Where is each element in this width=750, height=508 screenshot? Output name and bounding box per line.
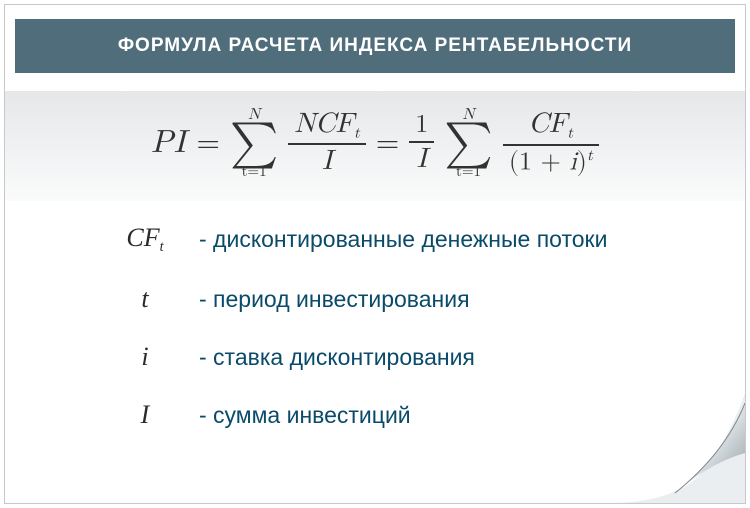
equals-2: = — [376, 125, 399, 161]
legend-row: CFt - дисконтированные денежные потоки — [105, 223, 745, 256]
frac-1-over-i: 1 I — [409, 110, 434, 177]
legend-text: - период инвестирования — [199, 286, 470, 313]
equals-1: = — [196, 125, 219, 161]
frac-ncf-over-i: NCFt I — [288, 108, 366, 179]
sum-1: N ∑ t=1 — [230, 107, 279, 179]
legend-text: - ставка дисконтирования — [199, 344, 475, 371]
legend-symbol: i — [105, 342, 185, 372]
formula: PI = N ∑ t=1 NCFt I = 1 I N — [151, 107, 599, 179]
legend-symbol: t — [105, 284, 185, 314]
legend-text: - дисконтированные денежные потоки — [199, 226, 607, 253]
header-title: ФОРМУЛА РАСЧЕТА ИНДЕКСА РЕНТАБЕЛЬНОСТИ — [118, 35, 632, 56]
legend-symbol: CFt — [105, 223, 185, 256]
frac-cf-over-discount: CFt (1 + i)t — [503, 108, 599, 178]
legend-symbol: I — [105, 400, 185, 430]
legend-text: - сумма инвестиций — [199, 402, 411, 429]
sum-2: N ∑ t=1 — [444, 107, 493, 179]
legend-row: i - ставка дисконтирования — [105, 342, 745, 372]
header-banner: ФОРМУЛА РАСЧЕТА ИНДЕКСА РЕНТАБЕЛЬНОСТИ — [15, 19, 735, 73]
legend-row: t - период инвестирования — [105, 284, 745, 314]
card: ФОРМУЛА РАСЧЕТА ИНДЕКСА РЕНТАБЕЛЬНОСТИ P… — [4, 4, 746, 504]
page-curl-icon — [615, 393, 745, 503]
formula-area: PI = N ∑ t=1 NCFt I = 1 I N — [5, 91, 745, 201]
formula-lhs: PI — [151, 124, 186, 162]
